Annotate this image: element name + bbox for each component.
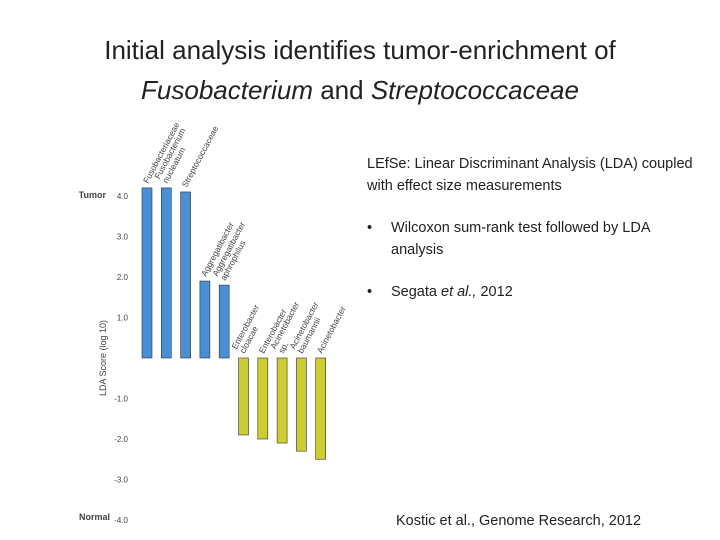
citation: Kostic et al., Genome Research, 2012	[396, 513, 642, 529]
bar-category-label: Acinetobacter	[315, 304, 348, 355]
notes-bullet-list: • Wilcoxon sum-rank test followed by LDA …	[367, 217, 697, 303]
bullet-item-segata: • Segata et al., 2012	[367, 281, 697, 303]
y-tick-label: -2.0	[114, 435, 128, 444]
y-tick-label: -4.0	[114, 516, 128, 525]
bullet-marker: •	[367, 220, 373, 236]
bar	[315, 357, 327, 460]
bar	[141, 187, 153, 359]
title-line-2: Fusobacterium and Streptococcaceae	[0, 70, 720, 110]
normal-group-label: Normal	[79, 512, 110, 522]
y-axis-label: LDA Score (log 10)	[98, 320, 108, 396]
bullet-text-segata-italic: et al.,	[441, 284, 477, 300]
title-line-1: Initial analysis identifies tumor-enrich…	[104, 35, 616, 65]
bullet-text-wilcoxon: Wilcoxon sum-rank test followed by LDA a…	[391, 220, 650, 258]
y-tick-label: 1.0	[117, 314, 129, 323]
title-conjunction: and	[313, 75, 371, 105]
y-tick-label: 3.0	[117, 233, 129, 242]
bullet-text-segata-b: 2012	[476, 284, 513, 300]
title-family-streptococcaceae: Streptococcaceae	[370, 75, 579, 105]
bar	[161, 187, 172, 359]
bullet-marker: •	[367, 284, 373, 300]
bar	[180, 191, 191, 359]
tumor-group-label: Tumor	[79, 190, 107, 200]
bar	[199, 280, 211, 359]
slide-title: Initial analysis identifies tumor-enrich…	[0, 30, 720, 110]
y-tick-label: 2.0	[117, 273, 129, 282]
lefse-description: LEfSe: Linear Discriminant Analysis (LDA…	[367, 156, 693, 194]
y-tick-label: -1.0	[114, 395, 128, 404]
y-tick-label: -3.0	[114, 476, 128, 485]
bullet-item-wilcoxon: • Wilcoxon sum-rank test followed by LDA …	[367, 217, 697, 261]
method-notes: LEfSe: Linear Discriminant Analysis (LDA…	[367, 153, 697, 323]
bar	[238, 357, 249, 436]
bar	[218, 284, 230, 359]
bullet-text-segata-a: Segata	[391, 284, 441, 300]
bar	[296, 357, 307, 452]
bar	[257, 357, 269, 440]
title-genus-fusobacterium: Fusobacterium	[141, 75, 313, 105]
y-tick-label: 4.0	[117, 192, 129, 201]
bar	[276, 357, 288, 444]
